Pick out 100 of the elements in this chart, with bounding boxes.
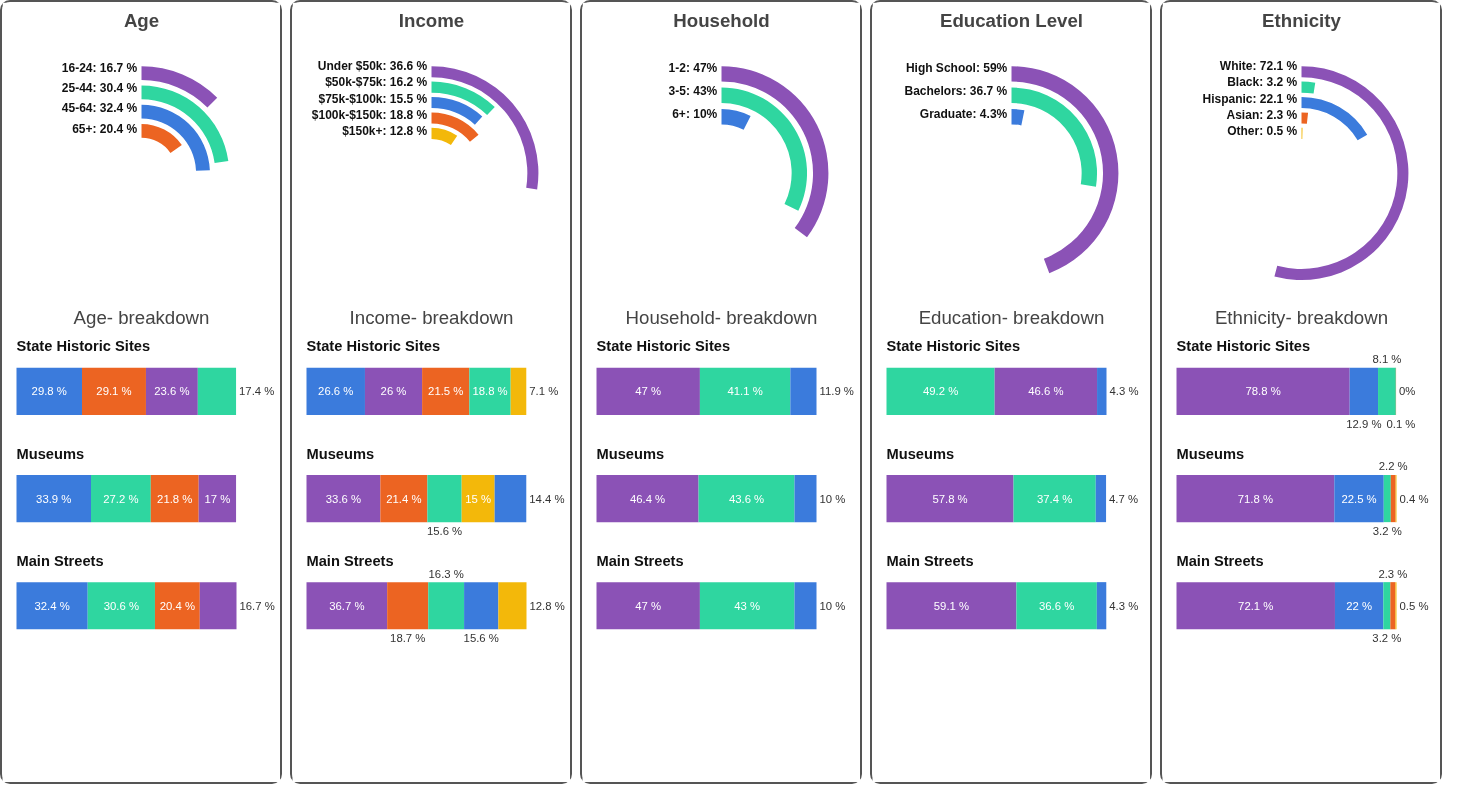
data-label: 21.4 % [386,492,422,505]
data-label: Asian: 2.3 % [1226,107,1298,122]
y-tick-label: Museums [886,445,955,462]
y-tick-label: Museums [596,445,665,462]
data-label: 29.1 % [96,385,132,398]
data-label: 36.7 % [329,599,365,612]
bar [1378,367,1396,415]
bar [91,475,151,523]
data-label: 46.6 % [1028,385,1064,398]
y-tick-label: State Historic Sites [1176,338,1311,355]
bar [596,582,700,630]
data-label: $50k-$75k: 16.2 % [325,75,428,90]
data-label: $100k-$150k: 18.8 % [311,107,428,122]
data-label: 10 % [819,599,846,612]
data-label: Hispanic: 22.1 % [1202,91,1298,106]
bar [699,367,791,415]
data-label: 12.8 % [529,599,565,612]
data-label: 16.3 % [428,567,464,580]
bar [198,475,237,523]
data-label: 47 % [635,599,662,612]
data-label: Other: 0.5 % [1227,124,1298,139]
bar [154,582,200,630]
bar [596,475,699,523]
data-label: 21.5 % [428,385,464,398]
data-label: 18.8 % [472,385,508,398]
data-label: 65+: 20.4 % [72,121,138,136]
bar [790,367,817,415]
data-label: 4.3 % [1109,599,1139,612]
bar [596,367,700,415]
data-label: Bachelors: 36.7 % [904,84,1008,99]
data-label: 23.6 % [154,385,190,398]
data-label: 33.6 % [325,492,362,505]
data-label: 21.8 % [157,492,193,505]
bar [1013,475,1096,523]
bar [1097,367,1107,415]
y-tick-label: State Historic Sites [596,338,731,355]
data-label: 30.6 % [103,599,139,612]
bar [510,367,527,415]
bar [1096,582,1107,630]
bar [464,582,499,630]
data-label: 41.1 % [727,385,763,398]
bar [150,475,199,523]
data-label: Black: 3.2 % [1227,75,1298,90]
y-tick-label: State Historic Sites [886,338,1021,355]
bar [1390,475,1396,523]
y-tick-label: State Historic Sites [306,338,441,355]
bar [1095,475,1107,523]
data-label: Graduate: 4.3% [919,106,1008,121]
data-label: 47 % [635,385,662,398]
data-label: 22.5 % [1341,492,1377,505]
data-label: 17.4 % [239,385,275,398]
bar [1349,367,1379,415]
bar [427,475,462,523]
data-label: 0.1 % [1386,417,1416,430]
bar [387,582,429,630]
data-label: 57.8 % [932,492,968,505]
data-label: 12.9 % [1346,417,1382,430]
data-label: 59.1 % [933,599,970,612]
data-label: 25-44: 30.4 % [61,80,138,95]
bar [87,582,155,630]
data-label: 45-64: 32.4 % [61,101,138,116]
bar [1176,475,1335,523]
bar [428,582,465,630]
bar [886,582,1017,630]
bar [1176,582,1335,630]
data-label: 27.2 % [103,492,139,505]
text: Age [123,9,160,31]
bar [699,582,795,630]
text: Education Level [939,9,1084,31]
bar [794,582,817,630]
y-tick-label: Main Streets [16,552,104,569]
bar [1016,582,1097,630]
bar [1334,582,1384,630]
data-label: 4.7 % [1109,492,1139,505]
bar [1390,582,1396,630]
bar [16,582,88,630]
data-label: 15.6 % [463,631,499,644]
data-label: Under $50k: 36.6 % [317,59,428,74]
y-tick-label: Main Streets [886,552,974,569]
bar [886,475,1014,523]
data-label: 15 % [465,492,492,505]
data-label: 32.4 % [34,599,70,612]
y-tick-label: Main Streets [596,552,684,569]
bar [1334,475,1384,523]
data-label: 3-5: 43% [668,84,718,99]
bar [1383,475,1391,523]
data-label: 49.2 % [922,385,959,398]
text: Household- breakdown [625,306,818,328]
data-label: 2.2 % [1378,460,1408,473]
bar [199,582,237,630]
text: Income [398,9,465,31]
data-label: 16-24: 16.7 % [61,60,138,75]
bar [306,475,381,523]
bar [16,367,82,415]
bar [498,582,527,630]
bar [380,475,428,523]
data-label: 29.8 % [31,385,67,398]
bar [1383,582,1391,630]
data-label: 22 % [1346,599,1373,612]
data-label: 26.6 % [318,385,354,398]
